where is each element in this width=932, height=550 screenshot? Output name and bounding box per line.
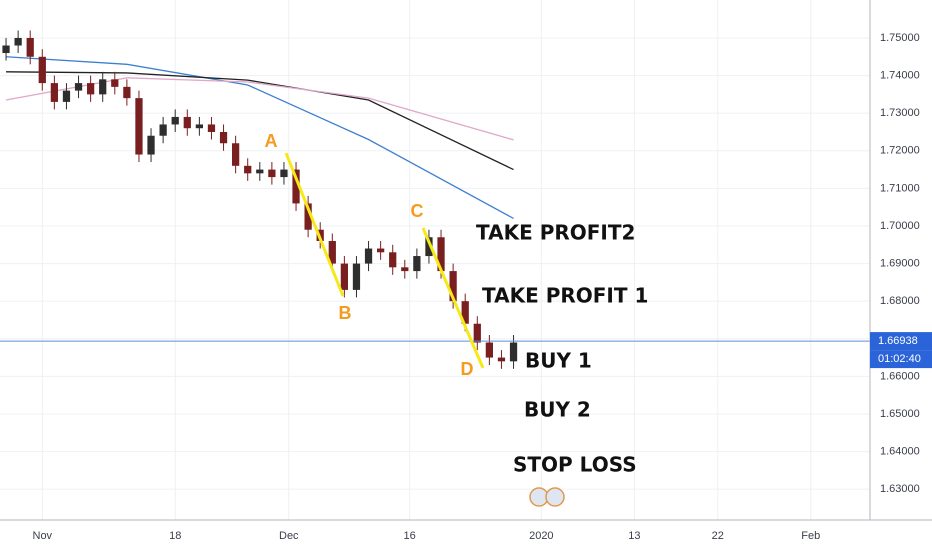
moving-average: [5, 77, 514, 141]
candle-body: [74, 83, 83, 91]
candle-body: [364, 248, 373, 264]
candle-body: [328, 241, 336, 264]
candle-body: [389, 252, 397, 268]
candle-body: [401, 267, 409, 272]
candle-body: [425, 237, 433, 257]
candle-body: [485, 342, 493, 358]
annotation: TAKE PROFIT 1: [482, 284, 648, 308]
candle-body: [340, 263, 348, 290]
y-tick-label: 1.74000: [880, 69, 920, 81]
y-tick-label: 1.66000: [880, 370, 920, 382]
candle-body: [256, 169, 264, 174]
candle-body: [509, 342, 518, 362]
x-tick-label: 13: [628, 530, 640, 542]
candle-body: [111, 79, 119, 87]
candle-body: [147, 135, 155, 155]
x-tick-label: Dec: [279, 530, 299, 542]
countdown-label: 01:02:40: [878, 353, 921, 365]
candle-body: [352, 263, 361, 290]
moving-average: [6, 56, 514, 220]
candle-body: [219, 131, 228, 144]
candle-body: [135, 98, 143, 155]
candle-body: [38, 56, 46, 84]
event-icon[interactable]: [545, 487, 565, 507]
grid: [0, 0, 870, 520]
annotation: BUY 1: [525, 349, 592, 373]
y-tick-label: 1.65000: [880, 408, 920, 420]
candle-body: [304, 203, 312, 230]
x-tick-label: 22: [712, 530, 724, 542]
wave-label: D: [461, 359, 474, 379]
x-tick-label: 18: [169, 530, 181, 542]
y-tick-label: 1.64000: [880, 445, 920, 457]
annotation: BUY 2: [524, 398, 591, 422]
candle-body: [14, 37, 22, 46]
candle-body: [123, 86, 131, 99]
candle-body: [244, 165, 252, 174]
y-tick-label: 1.71000: [880, 182, 920, 194]
candle-body: [62, 90, 71, 102]
candle-body: [473, 323, 481, 343]
candle-body: [497, 357, 506, 362]
wave-label: C: [411, 201, 424, 221]
y-tick-label: 1.75000: [880, 32, 920, 44]
wave-line: [421, 227, 485, 369]
candle-body: [292, 169, 300, 204]
y-tick-label: 1.72000: [880, 145, 920, 157]
candle-body: [461, 301, 469, 324]
x-tick-label: 2020: [529, 530, 553, 542]
candle-body: [268, 169, 276, 178]
x-tick-label: Nov: [33, 530, 53, 542]
candle-body: [413, 256, 421, 272]
moving-average: [6, 71, 514, 171]
y-tick-label: 1.68000: [880, 295, 920, 307]
y-tick-label: 1.69000: [880, 257, 920, 269]
candle-body: [207, 124, 216, 132]
wave-label: B: [339, 303, 352, 323]
candle-body: [171, 116, 179, 125]
last-price-label: 1.66938: [878, 335, 918, 347]
wave-label: A: [265, 131, 278, 151]
candle-body: [183, 116, 191, 129]
axes: 1.75000 1.74000 1.73000 1.72000 1.71000 1.700…: [33, 32, 932, 542]
candle-body: [159, 124, 167, 136]
candle-body: [437, 237, 445, 272]
price-axis: [870, 0, 932, 550]
x-tick-label: 16: [404, 530, 416, 542]
candle-body: [232, 143, 240, 166]
countdown-box: [870, 350, 932, 369]
candle-body: [377, 248, 385, 253]
candle-body: [280, 169, 288, 178]
last-price-box: [870, 332, 932, 351]
candle-body: [2, 45, 10, 54]
annotation: STOP LOSS: [513, 453, 637, 477]
x-tick-label: Feb: [801, 530, 820, 542]
wave-line: [284, 152, 345, 297]
candle-body: [87, 83, 95, 95]
y-tick-label: 1.70000: [880, 220, 920, 232]
candle-body: [99, 79, 107, 95]
candle-body: [26, 37, 34, 57]
candle-body: [449, 271, 457, 302]
candle-body: [195, 124, 203, 129]
y-tick-label: 1.73000: [880, 107, 920, 119]
y-tick-label: 1.63000: [880, 483, 920, 495]
annotation: TAKE PROFIT2: [476, 221, 635, 245]
candle-body: [50, 83, 58, 102]
plot: [0, 30, 870, 369]
